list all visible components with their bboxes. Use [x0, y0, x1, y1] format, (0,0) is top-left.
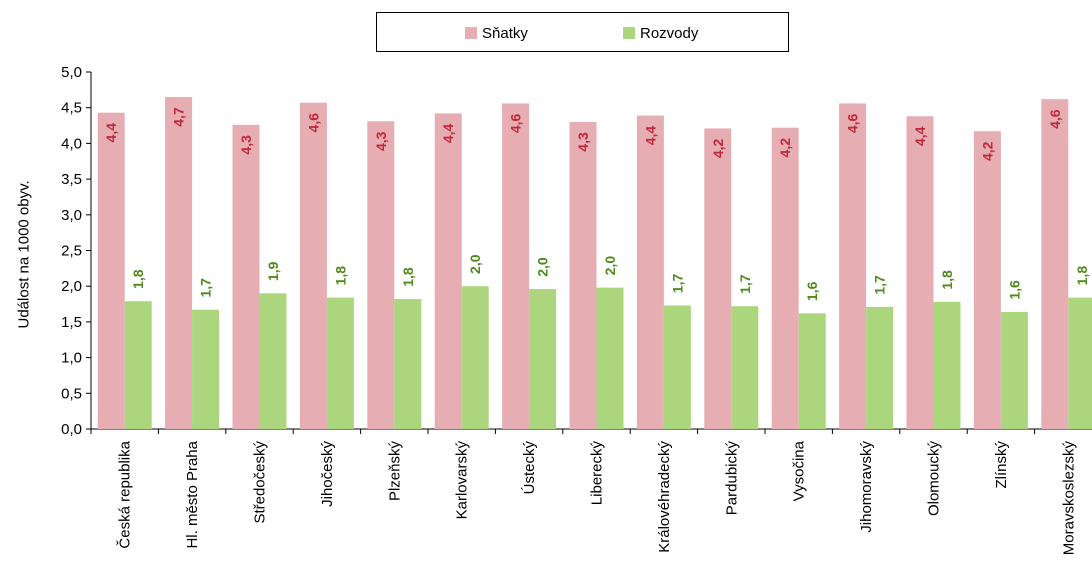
y-tick-label: 1,5: [61, 314, 82, 331]
y-tick-label: 4,0: [61, 135, 82, 152]
y-tick-label: 2,0: [61, 278, 82, 295]
category-label: Plzeňský: [386, 441, 403, 502]
bar-marriages: [569, 121, 597, 429]
data-label-divorces: 1,6: [1006, 280, 1022, 300]
bar-marriages: [704, 128, 732, 429]
bar-marriages: [973, 131, 1001, 429]
data-label-marriages: 4,3: [238, 135, 254, 155]
bar-marriages: [906, 116, 934, 429]
category-label: Liberecký: [589, 441, 606, 506]
category-label: Středočeský: [252, 441, 269, 524]
data-label-divorces: 2,0: [602, 256, 618, 276]
data-label-divorces: 2,0: [535, 257, 551, 277]
category-label: Moravskoslezský: [1060, 441, 1077, 556]
bar-divorces: [394, 299, 422, 429]
y-tick-label: 5,0: [61, 64, 82, 81]
category-label: Ústecký: [521, 441, 538, 495]
bar-divorces: [259, 293, 287, 429]
bar-divorces: [933, 301, 961, 429]
bar-divorces: [596, 287, 624, 429]
bar-marriages: [636, 115, 664, 429]
y-tick-label: 4,5: [61, 100, 82, 117]
data-label-divorces: 1,7: [669, 274, 685, 294]
bar-divorces: [1000, 311, 1028, 429]
bar-divorces: [461, 286, 489, 429]
bar-divorces: [663, 305, 691, 429]
legend-label-divorces: Rozvody: [640, 24, 699, 42]
bar-divorces: [1068, 297, 1092, 429]
bar-divorces: [798, 313, 826, 429]
y-tick-label: 3,0: [61, 207, 82, 224]
data-label-marriages: 4,6: [305, 113, 321, 133]
data-label-divorces: 1,8: [130, 269, 146, 289]
category-label: Hl. město Praha: [184, 440, 201, 548]
category-label: Olomoucký: [926, 441, 943, 517]
data-label-marriages: 4,7: [171, 107, 187, 127]
data-label-marriages: 4,6: [845, 113, 861, 133]
data-label-marriages: 4,3: [575, 132, 591, 152]
bar-marriages: [434, 113, 462, 430]
data-label-marriages: 4,3: [373, 131, 389, 151]
bar-divorces: [326, 297, 354, 429]
data-label-divorces: 1,9: [265, 261, 281, 281]
bar-marriages: [367, 121, 395, 430]
category-label: Česká republika: [117, 440, 134, 548]
bar-divorces: [731, 306, 759, 429]
category-label: Vysočina: [791, 440, 808, 501]
bar-marriages: [502, 103, 530, 429]
bar-divorces: [192, 309, 220, 429]
data-label-divorces: 1,6: [804, 281, 820, 301]
bar-marriages: [1041, 99, 1069, 429]
data-label-marriages: 4,4: [103, 123, 119, 143]
legend-swatch-marriages: [465, 27, 477, 39]
data-label-divorces: 1,7: [737, 274, 753, 294]
data-label-marriages: 4,2: [710, 138, 726, 158]
data-label-marriages: 4,4: [912, 126, 928, 146]
data-label-marriages: 4,6: [508, 113, 524, 133]
bar-marriages: [97, 112, 125, 429]
y-tick-label: 0,5: [61, 385, 82, 402]
bar-divorces: [866, 306, 894, 429]
category-label: Jihočeský: [319, 441, 336, 507]
data-label-marriages: 4,2: [979, 141, 995, 161]
bar-marriages: [839, 103, 867, 429]
legend: Sňatky Rozvody: [376, 12, 789, 52]
legend-item-marriages: Sňatky: [465, 23, 528, 43]
bar-divorces: [124, 301, 152, 429]
data-label-divorces: 1,8: [332, 266, 348, 286]
bar-marriages: [771, 127, 799, 429]
data-label-divorces: 1,8: [400, 267, 416, 287]
legend-item-divorces: Rozvody: [623, 23, 698, 43]
y-tick-label: 1,0: [61, 350, 82, 367]
bar-marriages: [165, 96, 193, 430]
y-tick-label: 3,5: [61, 171, 82, 188]
data-label-marriages: 4,6: [1047, 109, 1063, 129]
data-label-marriages: 4,4: [440, 123, 456, 143]
data-label-divorces: 2,0: [467, 254, 483, 274]
data-label-divorces: 1,7: [198, 278, 214, 298]
y-tick-label: 2,5: [61, 243, 82, 260]
legend-label-marriages: Sňatky: [482, 24, 528, 42]
y-tick-label: 0,0: [61, 421, 82, 438]
category-label: Karlovarský: [454, 441, 471, 520]
bar-divorces: [529, 289, 557, 429]
data-label-divorces: 1,8: [1074, 266, 1090, 286]
data-label-marriages: 4,4: [642, 126, 658, 146]
category-label: Zlínský: [993, 441, 1010, 489]
data-label-marriages: 4,2: [777, 138, 793, 158]
data-label-divorces: 1,8: [939, 270, 955, 290]
data-label-divorces: 1,7: [872, 275, 888, 295]
category-label: Jihomoravský: [858, 441, 875, 533]
bar-marriages: [299, 102, 327, 430]
bar-marriages: [232, 124, 260, 429]
category-label: Královéhradecký: [656, 441, 673, 553]
legend-swatch-divorces: [623, 27, 635, 39]
category-label: Pardubický: [723, 441, 740, 516]
